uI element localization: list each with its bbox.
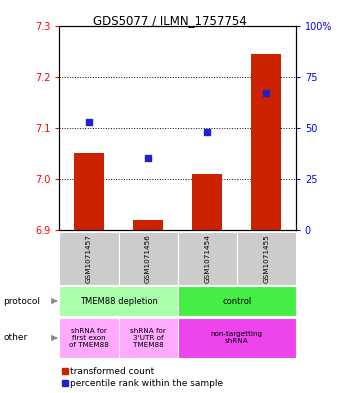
Text: GSM1071456: GSM1071456 <box>145 234 151 283</box>
Text: TMEM88 depletion: TMEM88 depletion <box>80 297 157 305</box>
Text: shRNA for
first exon
of TMEM88: shRNA for first exon of TMEM88 <box>69 328 109 348</box>
Text: non-targetting
shRNA: non-targetting shRNA <box>211 331 263 345</box>
Bar <box>252 53 281 230</box>
Text: GSM1071455: GSM1071455 <box>263 234 269 283</box>
Text: transformed count: transformed count <box>70 367 154 376</box>
Point <box>264 90 269 96</box>
Text: GSM1071454: GSM1071454 <box>204 234 210 283</box>
Bar <box>133 220 163 230</box>
Point <box>146 155 151 162</box>
Text: protocol: protocol <box>3 297 40 305</box>
Point <box>86 118 92 125</box>
Bar <box>74 153 104 230</box>
Text: percentile rank within the sample: percentile rank within the sample <box>70 379 223 387</box>
Text: other: other <box>3 334 28 342</box>
Text: shRNA for
3'UTR of
TMEM88: shRNA for 3'UTR of TMEM88 <box>130 328 166 348</box>
Point <box>204 129 210 135</box>
Text: GSM1071457: GSM1071457 <box>86 234 92 283</box>
Bar <box>192 174 222 230</box>
Text: GDS5077 / ILMN_1757754: GDS5077 / ILMN_1757754 <box>93 14 247 27</box>
Text: control: control <box>222 297 251 305</box>
